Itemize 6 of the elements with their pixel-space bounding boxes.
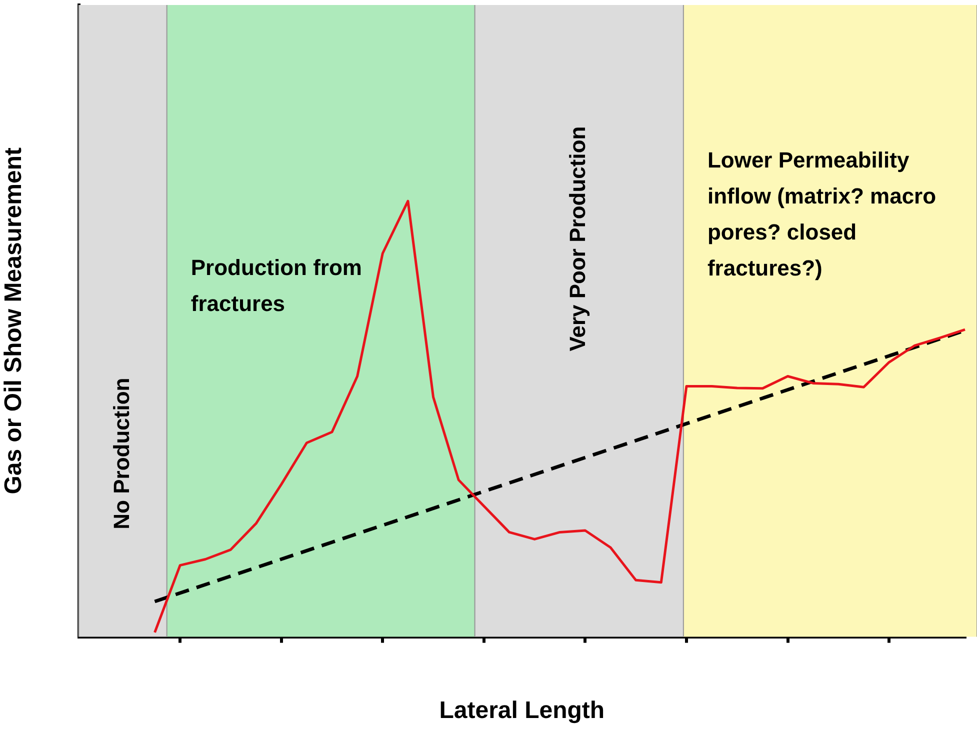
annotation: No Production [108,378,134,530]
y-axis-title: Gas or Oil Show Measurement [0,148,28,494]
annotation: Lower Permeability inflow (matrix? macro pores? closed fractures?) [707,147,936,280]
annotation: Very Poor Production [565,126,590,352]
annotation: Production from fractures [190,254,362,316]
x-axis-title: Lateral Length [439,697,605,724]
